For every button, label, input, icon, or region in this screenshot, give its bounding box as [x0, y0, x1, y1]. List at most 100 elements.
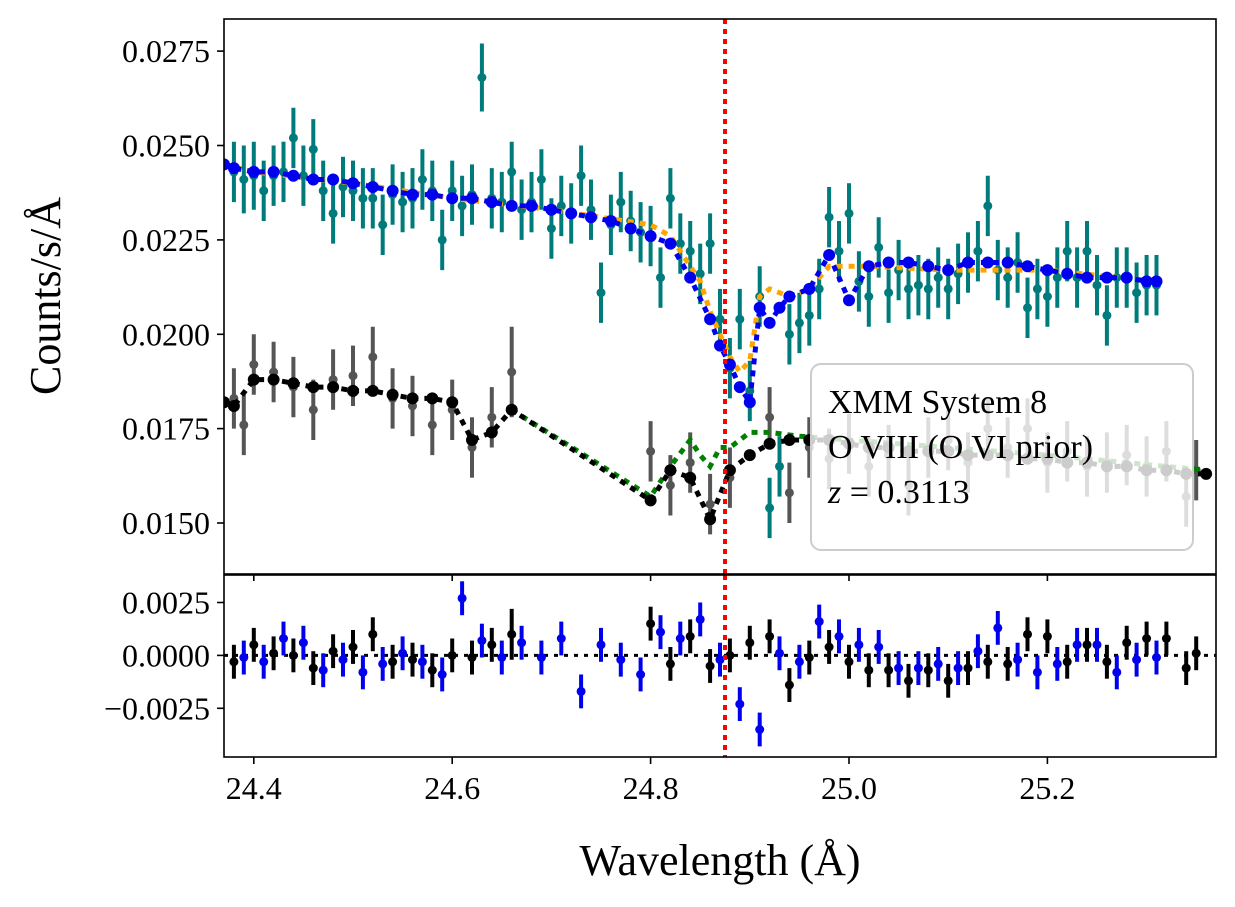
residual-blue-point — [755, 725, 765, 734]
upper-model-point — [604, 215, 617, 227]
residual-blue-point — [259, 657, 269, 667]
residual-blue-point — [497, 653, 507, 662]
upper-data-point — [656, 273, 665, 283]
upper-model-point — [386, 184, 399, 197]
upper-data-point — [814, 284, 824, 294]
residual-blue-point — [1112, 667, 1122, 677]
residual-black-point — [804, 653, 814, 662]
upper-data-point — [368, 193, 378, 203]
upper-model-point — [1081, 271, 1093, 284]
lower-model-point — [347, 384, 359, 397]
legend-line-1: XMM System 8 — [828, 384, 1047, 421]
upper-data-point — [546, 224, 556, 233]
top-y-tick-label: 0.0150 — [122, 505, 210, 541]
residual-black-point — [368, 629, 378, 639]
residual-black-point — [864, 665, 874, 675]
lower-model-point — [485, 426, 498, 439]
lower-data-point — [308, 405, 318, 415]
upper-data-point — [1042, 292, 1052, 301]
upper-model-point — [962, 256, 974, 269]
lower-data-point — [665, 480, 675, 490]
lower-data-point — [685, 458, 695, 468]
top-y-tick-label: 0.0275 — [122, 33, 210, 69]
lower-data-point — [705, 499, 715, 509]
upper-model-point — [585, 211, 597, 224]
residual-blue-point — [794, 657, 804, 667]
residual-blue-point — [834, 631, 844, 641]
residual-black-point — [328, 646, 338, 656]
lower-model-point — [743, 449, 756, 462]
top-panel-frame — [223, 18, 1217, 575]
bottom-y-tick-label: 0.0000 — [122, 637, 210, 673]
upper-data-point — [844, 208, 854, 218]
residual-blue-point — [298, 638, 308, 648]
residual-black-point — [249, 640, 259, 650]
residual-black-point — [1142, 634, 1152, 643]
upper-model-point — [664, 237, 677, 250]
residual-blue-point — [1092, 640, 1102, 650]
axes — [223, 18, 1217, 758]
lower-data-point — [487, 412, 497, 422]
residual-blue-point — [1132, 655, 1142, 665]
legend-box — [810, 363, 1194, 551]
residual-black-point — [467, 653, 477, 662]
upper-data-point — [298, 171, 308, 181]
y-axis-title: Counts/s/Å — [21, 197, 70, 395]
residual-black-point — [923, 665, 933, 675]
upper-data-point — [576, 171, 586, 181]
lower-model-point — [466, 434, 478, 446]
residual-blue-point — [993, 623, 1003, 633]
residual-black-point — [963, 663, 973, 673]
ticks: 24.4 24.6 24.8 25.0 25.2 0.0150 0.0175 0.0200 0.… — [104, 33, 1075, 806]
residual-blue-point — [318, 665, 328, 675]
upper-model-point — [287, 169, 300, 182]
upper-model-point — [466, 192, 478, 205]
lower-model-point — [704, 513, 717, 526]
upper-data-point — [735, 314, 745, 324]
residual-black-point — [507, 629, 517, 639]
top-y-tick-label: 0.0250 — [122, 128, 210, 164]
upper-model-point — [803, 282, 816, 295]
residual-black-point — [784, 680, 794, 690]
lower-model-point — [327, 381, 340, 394]
residual-blue-point — [576, 686, 586, 696]
residual-blue-point — [775, 648, 784, 658]
residual-black-point — [1122, 638, 1132, 648]
upper-data-point — [536, 175, 546, 184]
upper-model-point — [823, 249, 836, 261]
upper-model-point — [1061, 267, 1074, 280]
lower-model-point — [644, 494, 657, 507]
residual-black-point — [308, 663, 318, 673]
residual-black-point — [447, 650, 457, 660]
legend-redshift-value: = 0.3113 — [841, 474, 969, 511]
residual-blue-point — [596, 640, 606, 650]
upper-data-point — [417, 175, 427, 184]
upper-data-point — [259, 186, 269, 196]
residual-blue-point — [675, 634, 685, 643]
lower-model-point — [267, 373, 280, 386]
upper-model-point — [922, 260, 935, 273]
lower-model-point — [426, 392, 439, 405]
lower-model-point — [1200, 467, 1213, 480]
residual-black-point — [665, 659, 675, 669]
upper-model-point — [733, 381, 746, 394]
x-tick-label: 24.4 — [226, 770, 282, 806]
upper-model-point — [565, 207, 578, 220]
lower-data-point — [368, 352, 378, 362]
upper-data-point — [1132, 288, 1142, 298]
residual-blue-point — [735, 699, 745, 709]
upper-data-point — [437, 235, 447, 245]
residual-black-point — [904, 676, 913, 686]
upper-model-point — [981, 256, 994, 269]
bottom-y-tick-label: 0.0025 — [122, 585, 210, 621]
residual-blue-point — [894, 663, 904, 673]
residual-black-point — [427, 665, 437, 675]
residual-black-point — [943, 676, 953, 686]
bottom-panel-series — [224, 575, 1216, 757]
residual-black-point — [487, 640, 497, 650]
lower-model-point — [684, 471, 697, 484]
upper-data-point — [794, 318, 804, 328]
residual-black-point — [685, 631, 695, 641]
residual-black-point — [1181, 663, 1191, 673]
